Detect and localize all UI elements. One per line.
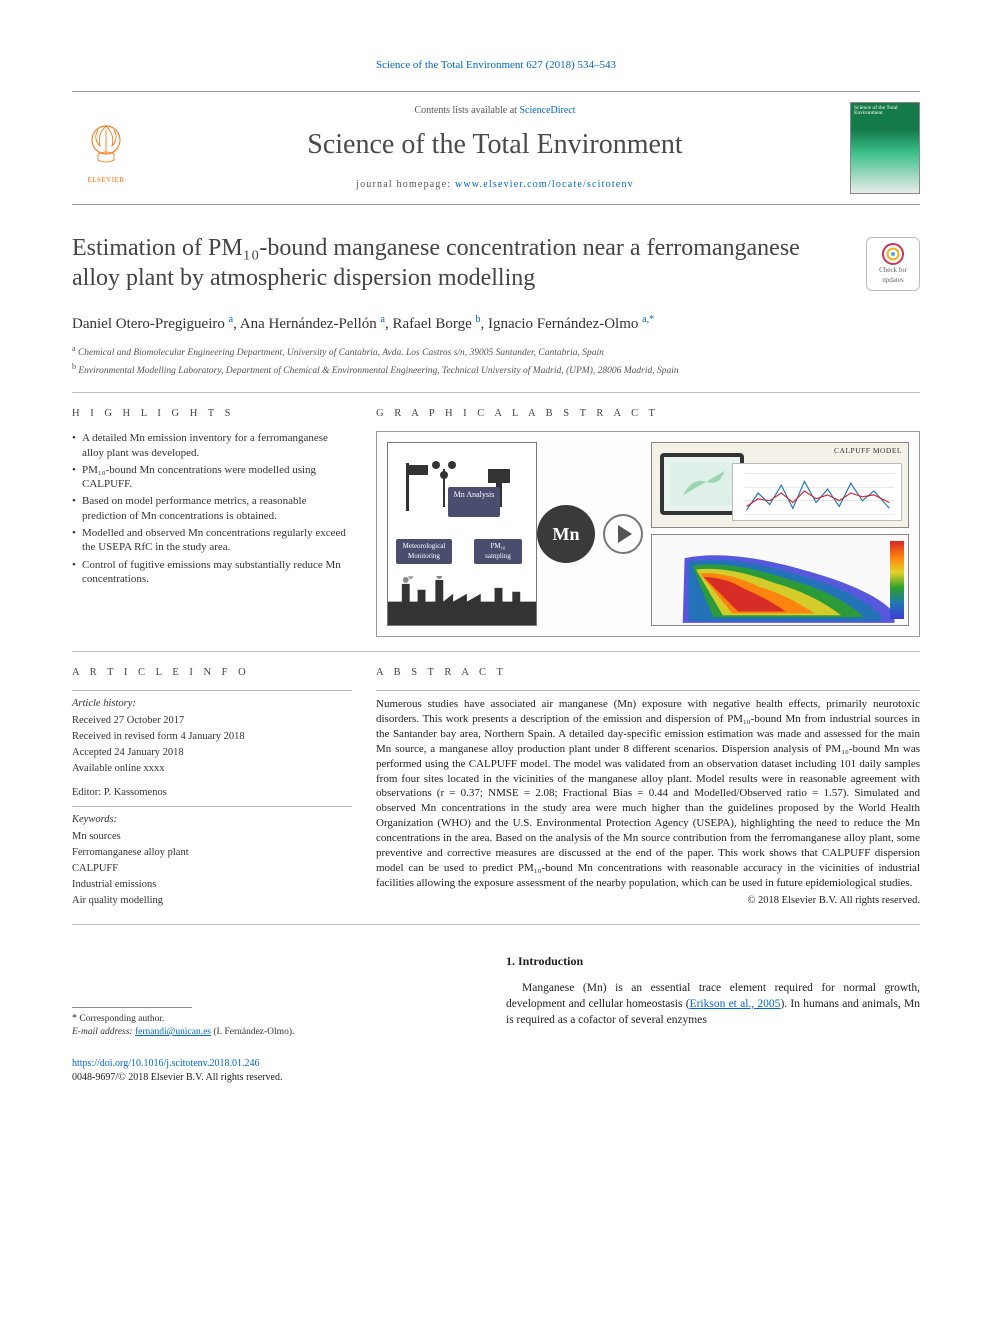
abstract-column: A B S T R A C T Numerous studies have as… (376, 666, 920, 910)
abstract-heading: A B S T R A C T (376, 666, 920, 680)
divider (72, 651, 920, 652)
graphical-abstract-figure: Mn Analysis Meteorological Monitoring PM… (376, 431, 920, 637)
badge-line1: Check for (879, 266, 907, 275)
elsevier-logo: ELSEVIER (72, 110, 140, 186)
ga-factory-panel: Mn Analysis Meteorological Monitoring PM… (387, 442, 537, 626)
highlights-column: H I G H L I G H T S A detailed Mn emissi… (72, 407, 352, 637)
issn-copyright-line: 0048-9697/© 2018 Elsevier B.V. All right… (72, 1072, 282, 1083)
elsevier-logo-text: ELSEVIER (87, 176, 124, 185)
highlight-item: PM₁₀-bound Mn concentrations were modell… (72, 463, 352, 492)
homepage-prefix: journal homepage: (356, 179, 455, 190)
graphical-abstract-column: G R A P H I C A L A B S T R A C T (376, 407, 920, 637)
footnote-rule (72, 1007, 192, 1008)
divider (72, 392, 920, 393)
revised-date: Received in revised form 4 January 2018 (72, 730, 352, 744)
divider (72, 690, 352, 691)
header-citation: Science of the Total Environment 627 (20… (72, 58, 920, 73)
journal-name: Science of the Total Environment (154, 126, 836, 164)
author-2: Ana Hernández-Pellón a (240, 316, 385, 332)
accepted-date: Accepted 24 January 2018 (72, 746, 352, 760)
plume-contour-icon (656, 539, 904, 625)
ga-calpuff-panel: CALPUFF MODEL (651, 442, 909, 527)
doi-block: https://doi.org/10.1016/j.scitotenv.2018… (72, 1057, 920, 1084)
highlights-list: A detailed Mn emission inventory for a f… (72, 431, 352, 586)
header-center: Contents lists available at ScienceDirec… (140, 104, 850, 192)
ga-color-scale (890, 541, 904, 620)
reference-link[interactable]: Erikson et al., 2005 (690, 998, 781, 1010)
graphical-abstract-heading: G R A P H I C A L A B S T R A C T (376, 407, 920, 421)
copyright-line: © 2018 Elsevier B.V. All rights reserved… (376, 894, 920, 908)
keyword: Air quality modelling (72, 894, 352, 908)
email-footnote: E-mail address: fernandi@unican.es (I. F… (72, 1026, 482, 1039)
affiliation-b: b Environmental Modelling Laboratory, De… (72, 362, 920, 378)
journal-header-row: ELSEVIER Contents lists available at Sci… (72, 91, 920, 205)
intro-section: * Corresponding author. E-mail address: … (72, 953, 920, 1039)
author-3: Rafael Borge b (393, 316, 481, 332)
factory-silhouette-icon (388, 576, 536, 625)
article-title: Estimation of PM₁₀-bound manganese conce… (72, 233, 818, 293)
author-list: Daniel Otero-Pregigueiro a, Ana Hernánde… (72, 313, 920, 334)
affiliation-a: a Chemical and Biomolecular Engineering … (72, 344, 920, 360)
author-1: Daniel Otero-Pregigueiro a (72, 316, 233, 332)
divider (72, 806, 352, 807)
highlights-heading: H I G H L I G H T S (72, 407, 352, 421)
email-label: E-mail address: (72, 1027, 133, 1037)
cover-title: Science of the Total Environment (854, 106, 916, 117)
divider (376, 690, 920, 691)
contents-prefix: Contents lists available at (414, 105, 519, 116)
corresponding-author-footnote: * Corresponding author. (72, 1012, 482, 1026)
journal-cover-thumbnail: Science of the Total Environment (850, 102, 920, 194)
ga-pm-box: PM₁₀ sampling (474, 539, 522, 564)
keyword: Industrial emissions (72, 878, 352, 892)
ga-arrow-icon (603, 514, 643, 554)
article-history-head: Article history: (72, 697, 352, 711)
introduction-body-column: 1. Introduction Manganese (Mn) is an ess… (506, 953, 920, 1039)
elsevier-tree-icon (78, 120, 134, 176)
keyword: Mn sources (72, 830, 352, 844)
introduction-heading: 1. Introduction (506, 953, 920, 969)
author-4: Ignacio Fernández-Olmo a,* (488, 316, 654, 332)
keyword: CALPUFF (72, 862, 352, 876)
keyword: Ferromanganese alloy plant (72, 846, 352, 860)
star-icon: * (72, 1013, 77, 1024)
highlight-item: Modelled and observed Mn concentrations … (72, 526, 352, 555)
contents-lists-line: Contents lists available at ScienceDirec… (154, 104, 836, 118)
highlight-item: Control of fugitive emissions may substa… (72, 558, 352, 587)
highlights-and-ga-row: H I G H L I G H T S A detailed Mn emissi… (72, 407, 920, 637)
ga-calpuff-label: CALPUFF MODEL (834, 446, 902, 456)
online-date: Available online xxxx (72, 762, 352, 776)
editor-line: Editor: P. Kassomenos (72, 786, 352, 800)
ga-mn-circle: Mn (537, 505, 595, 563)
check-for-updates-badge[interactable]: Check for updates (866, 237, 920, 291)
crossmark-icon (881, 242, 905, 266)
article-info-heading: A R T I C L E I N F O (72, 666, 352, 680)
ga-mn-analysis-box: Mn Analysis (448, 487, 500, 517)
divider (72, 924, 920, 925)
introduction-paragraph: Manganese (Mn) is an essential trace ele… (506, 980, 920, 1028)
article-info-column: A R T I C L E I N F O Article history: R… (72, 666, 352, 910)
journal-homepage-line: journal homepage: www.elsevier.com/locat… (154, 178, 836, 192)
sciencedirect-link[interactable]: ScienceDirect (519, 105, 575, 116)
highlight-item: A detailed Mn emission inventory for a f… (72, 431, 352, 460)
corresponding-email-link[interactable]: fernandi@unican.es (135, 1027, 211, 1037)
highlight-item: Based on model performance metrics, a re… (72, 494, 352, 523)
doi-link[interactable]: https://doi.org/10.1016/j.scitotenv.2018… (72, 1058, 260, 1069)
info-and-abstract-row: A R T I C L E I N F O Article history: R… (72, 666, 920, 910)
footnote-column: * Corresponding author. E-mail address: … (72, 953, 482, 1039)
received-date: Received 27 October 2017 (72, 714, 352, 728)
badge-line2: updates (882, 276, 903, 285)
ga-timeseries-chart (732, 463, 902, 521)
abstract-text: Numerous studies have associated air man… (376, 697, 920, 890)
ga-met-box: Meteorological Monitoring (396, 539, 452, 564)
ga-right-panels: CALPUFF MODEL (651, 442, 909, 626)
email-owner: (I. Fernández-Olmo). (213, 1027, 294, 1037)
keywords-head: Keywords: (72, 813, 352, 827)
ga-plume-map (651, 534, 909, 627)
journal-homepage-link[interactable]: www.elsevier.com/locate/scitotenv (455, 179, 634, 190)
